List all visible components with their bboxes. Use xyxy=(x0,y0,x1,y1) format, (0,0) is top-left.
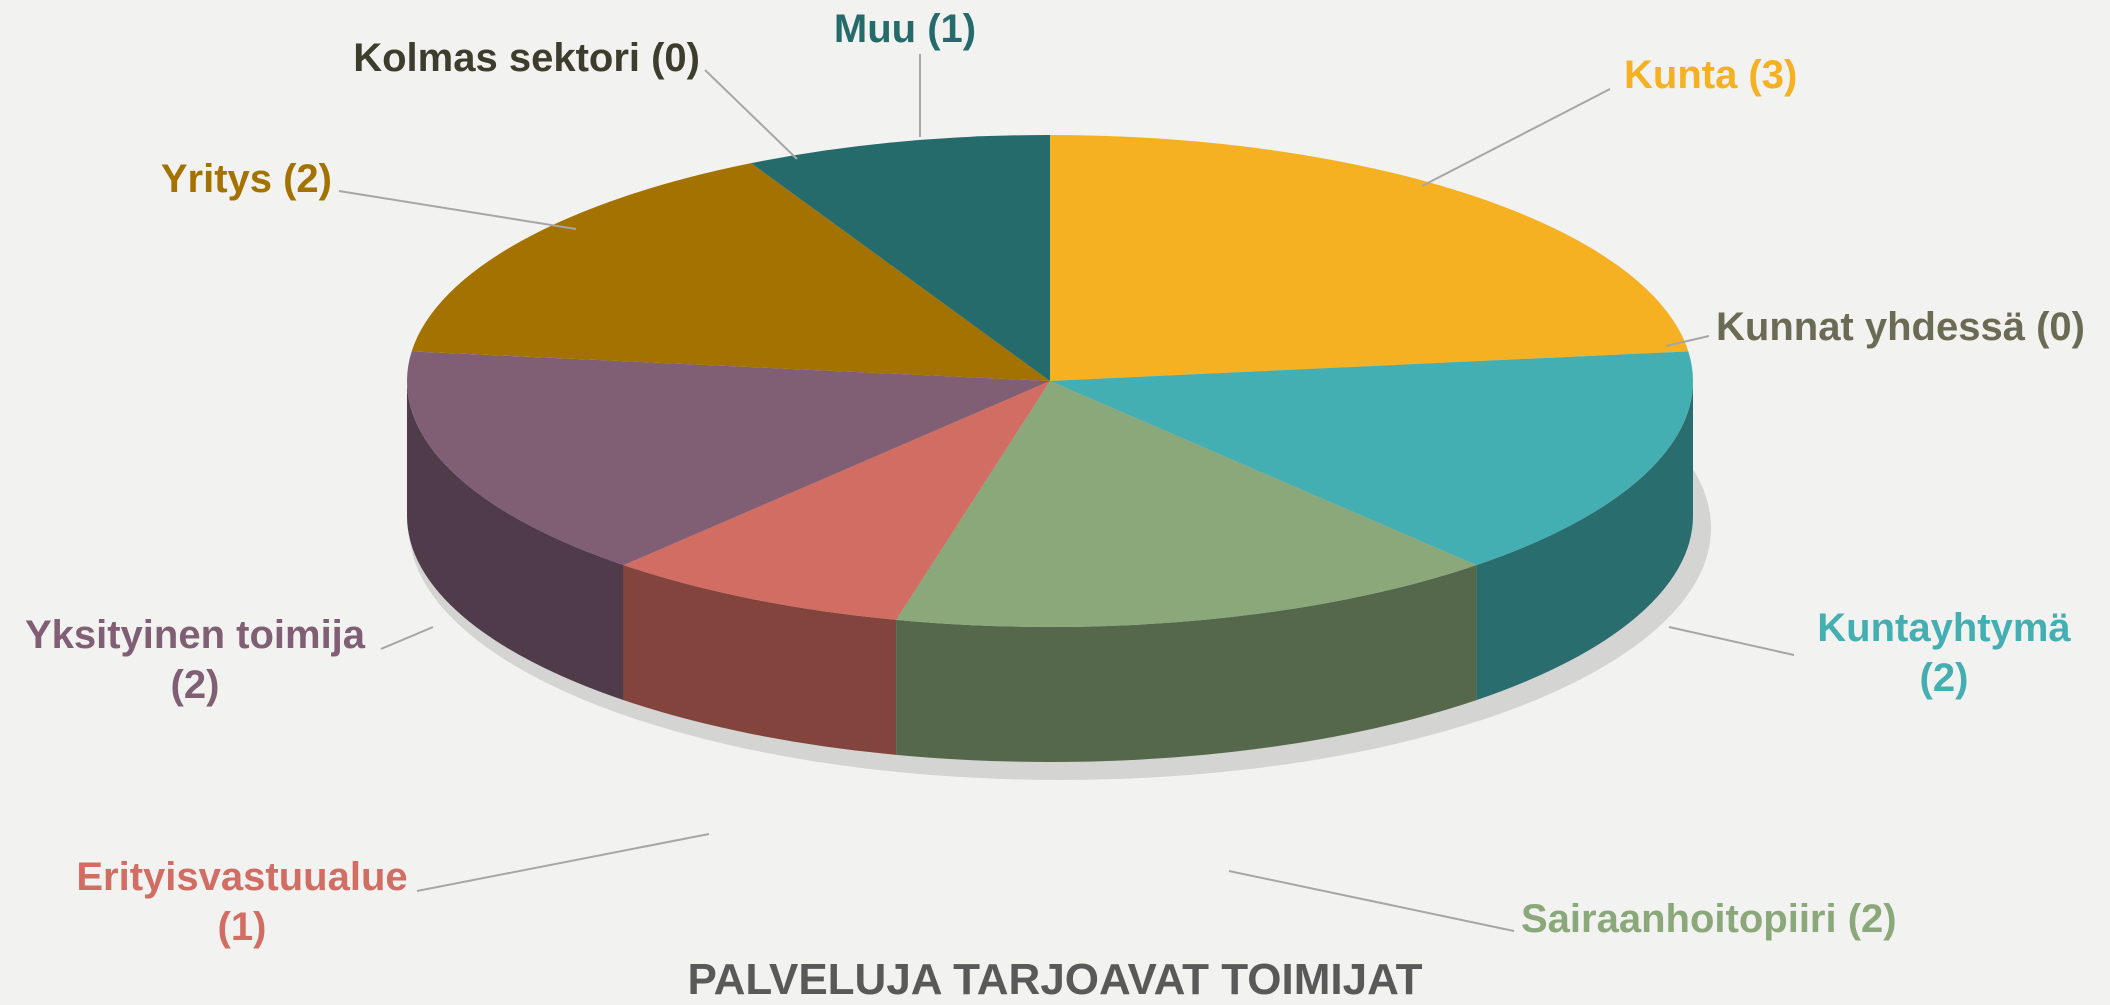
chart-title: PALVELUJA TARJOAVAT TOIMIJAT xyxy=(687,955,1423,1004)
slice-side xyxy=(623,565,897,755)
data-label: Sairaanhoitopiiri (2) xyxy=(1521,897,1897,941)
slice xyxy=(896,381,1477,627)
data-label: Kunta (3) xyxy=(1624,53,1798,97)
data-label: Muu (1) xyxy=(833,7,977,51)
data-label: Kolmas sektori (0) xyxy=(353,36,700,80)
data-label: Kuntayhtymä (2) xyxy=(1817,606,2071,700)
leader-line xyxy=(1665,335,1710,347)
slice-side xyxy=(1476,381,1694,701)
leader-line xyxy=(338,190,577,230)
data-label: Yritys (2) xyxy=(160,157,332,201)
slice xyxy=(623,381,1050,620)
chart xyxy=(338,54,1795,932)
slice xyxy=(1050,351,1693,566)
data-label: Yksityinen toimija (2) xyxy=(24,613,366,707)
slice xyxy=(1050,135,1689,381)
leader-line xyxy=(704,69,798,160)
slice-side xyxy=(407,381,624,701)
slice-side xyxy=(896,565,1477,762)
slice xyxy=(411,163,1050,381)
leader-line xyxy=(416,833,710,892)
data-label: Kunnat yhdessä (0) xyxy=(1716,305,2085,349)
data-label: Erityisvastuualue (1) xyxy=(76,855,408,949)
leader-line xyxy=(380,626,434,650)
leader-line xyxy=(1668,626,1795,656)
slice xyxy=(751,135,1050,381)
leader-line xyxy=(1228,870,1515,932)
leader-line xyxy=(1421,88,1611,187)
slice xyxy=(407,351,1050,566)
